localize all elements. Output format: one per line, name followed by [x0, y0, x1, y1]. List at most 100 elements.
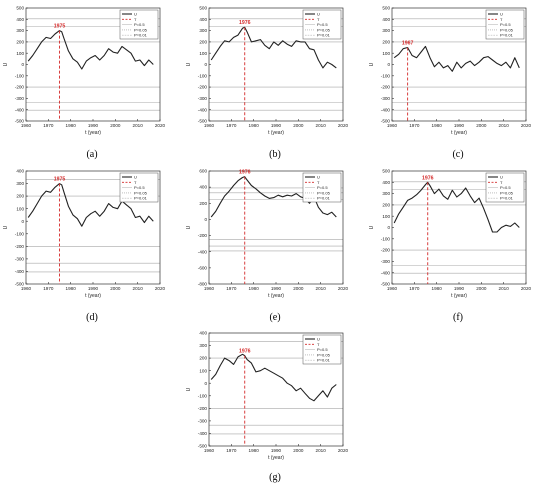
- x-tick-label: 1990: [88, 123, 99, 128]
- y-tick-label: 100: [199, 51, 207, 56]
- y-tick-label: 100: [199, 368, 207, 373]
- y-tick-label: -100: [198, 393, 208, 398]
- x-tick-label: 1990: [88, 286, 99, 291]
- y-axis-label: U: [3, 62, 9, 66]
- y-tick-label: 300: [199, 343, 207, 348]
- legend-label: U: [317, 337, 320, 342]
- legend-label: T: [134, 17, 137, 22]
- y-tick-label: -500: [15, 282, 25, 287]
- x-tick-label: 2010: [316, 123, 327, 128]
- x-tick-label: 2020: [338, 286, 349, 291]
- x-tick-label: 2020: [155, 286, 166, 291]
- y-tick-label: 400: [16, 17, 24, 22]
- y-tick-label: -500: [15, 119, 25, 124]
- y-tick-label: -400: [198, 107, 208, 112]
- panel-f: -500 -400 -300 -200 -100 0 100 200 300 400 500 1960…: [366, 163, 550, 325]
- y-tick-label: -300: [381, 259, 391, 264]
- legend-label: U: [134, 175, 137, 180]
- x-axis-label: t (year): [268, 455, 284, 461]
- chart-b: -500 -400 -300 -200 -100 0 100 200 300 400 500 1960…: [186, 6, 349, 136]
- panel-label: (c): [452, 149, 464, 160]
- change-point-label: 1975: [54, 24, 66, 30]
- x-tick-label: 2020: [521, 123, 532, 128]
- y-axis-label: U: [186, 225, 192, 229]
- y-tick-label: 300: [16, 181, 24, 186]
- x-tick-label: 2000: [293, 286, 304, 291]
- x-tick-label: 1970: [409, 286, 420, 291]
- y-tick-label: 100: [16, 206, 24, 211]
- x-tick-label: 1990: [271, 286, 282, 291]
- y-axis-label: U: [369, 225, 375, 229]
- legend-label: P=0.05: [500, 190, 514, 195]
- x-tick-label: 1960: [21, 286, 32, 291]
- x-tick-label: 2010: [316, 286, 327, 291]
- series-line-u: [210, 353, 337, 402]
- x-tick-label: 1960: [204, 123, 215, 128]
- y-tick-label: -500: [381, 282, 391, 287]
- y-tick-label: 200: [199, 356, 207, 361]
- y-tick-label: 400: [382, 17, 390, 22]
- x-tick-label: 1980: [66, 123, 77, 128]
- y-tick-label: -400: [15, 269, 25, 274]
- y-tick-label: -100: [381, 73, 391, 78]
- y-axis-label: U: [186, 387, 192, 391]
- legend-label: P=0.01: [317, 358, 331, 363]
- y-tick-label: -200: [381, 85, 391, 90]
- y-tick-label: 0: [204, 381, 207, 386]
- x-tick-label: 2010: [499, 286, 510, 291]
- x-tick-label: 1960: [204, 448, 215, 453]
- x-tick-label: 2020: [155, 123, 166, 128]
- x-axis-label: t (year): [268, 130, 284, 136]
- x-tick-label: 1980: [249, 286, 260, 291]
- change-point-label: 1976: [239, 20, 251, 26]
- y-tick-label: 200: [382, 203, 390, 208]
- change-point-label: 1975: [54, 177, 66, 183]
- chart-f: -500 -400 -300 -200 -100 0 100 200 300 400 500 1960…: [369, 169, 532, 299]
- y-tick-label: -500: [198, 119, 208, 124]
- y-tick-label: 500: [16, 6, 24, 11]
- y-tick-label: -100: [198, 73, 208, 78]
- x-tick-label: 1980: [249, 123, 260, 128]
- y-tick-label: 200: [199, 201, 207, 206]
- x-tick-label: 1990: [454, 123, 465, 128]
- y-axis-label: U: [186, 62, 192, 66]
- y-tick-label: -500: [198, 444, 208, 449]
- y-tick-label: 300: [199, 28, 207, 33]
- legend-label: T: [317, 17, 320, 22]
- y-tick-label: 0: [387, 62, 390, 67]
- legend-label: P=0.01: [317, 33, 331, 38]
- y-tick-label: -200: [198, 85, 208, 90]
- y-tick-label: 500: [199, 6, 207, 11]
- y-tick-label: 0: [21, 219, 24, 224]
- x-tick-label: 1990: [454, 286, 465, 291]
- legend-label: P=0.5: [500, 185, 511, 190]
- chart-e: -800 -600 -400 -200 0 200 400 600 1960 1970 1980 19…: [186, 169, 349, 299]
- legend-label: T: [500, 17, 503, 22]
- y-tick-label: -400: [198, 249, 208, 254]
- x-tick-label: 1990: [271, 448, 282, 453]
- y-tick-label: -200: [198, 406, 208, 411]
- y-tick-label: 400: [199, 185, 207, 190]
- legend-label: P=0.5: [134, 185, 145, 190]
- legend-label: U: [317, 175, 320, 180]
- y-tick-label: 200: [16, 194, 24, 199]
- y-tick-label: -400: [15, 107, 25, 112]
- legend-label: T: [500, 180, 503, 185]
- y-tick-label: 400: [199, 17, 207, 22]
- panel-g: -500 -400 -300 -200 -100 0 100 200 300 400 1960 197…: [183, 325, 366, 488]
- y-tick-label: 0: [204, 62, 207, 67]
- y-tick-label: 200: [382, 40, 390, 45]
- y-tick-label: -300: [198, 418, 208, 423]
- legend-label: T: [317, 342, 320, 347]
- series-line-u: [210, 26, 337, 69]
- legend-label: P=0.01: [500, 33, 514, 38]
- x-tick-label: 1960: [387, 123, 398, 128]
- legend-label: P=0.01: [317, 196, 331, 201]
- x-tick-label: 1960: [387, 286, 398, 291]
- chart-d: -500 -400 -300 -200 -100 0 100 200 300 400 1960 197…: [3, 169, 166, 299]
- y-tick-label: -400: [198, 431, 208, 436]
- panel-label: (g): [269, 472, 281, 483]
- y-axis-label: U: [3, 225, 9, 229]
- y-tick-label: 100: [382, 214, 390, 219]
- panel-a: -500 -400 -300 -200 -100 0 100 200 300 400 500 1960…: [0, 0, 183, 162]
